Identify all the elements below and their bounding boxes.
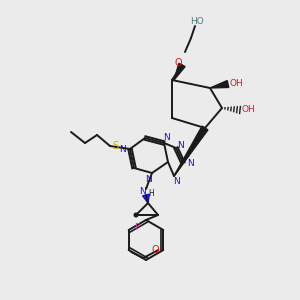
Polygon shape bbox=[210, 81, 229, 88]
Polygon shape bbox=[142, 194, 149, 203]
Text: O: O bbox=[174, 58, 182, 68]
Text: N: N bbox=[145, 175, 152, 184]
Text: N: N bbox=[172, 176, 179, 185]
Text: OH: OH bbox=[241, 106, 255, 115]
Text: N: N bbox=[163, 134, 170, 142]
Text: F: F bbox=[134, 224, 139, 232]
Text: HO: HO bbox=[190, 17, 204, 26]
Circle shape bbox=[134, 213, 138, 217]
Text: OH: OH bbox=[229, 79, 243, 88]
Text: O: O bbox=[152, 245, 159, 255]
Text: N: N bbox=[178, 142, 184, 151]
Polygon shape bbox=[174, 126, 208, 176]
Text: S: S bbox=[112, 141, 118, 151]
Text: N: N bbox=[187, 158, 194, 167]
Text: N: N bbox=[120, 145, 126, 154]
Text: N: N bbox=[140, 187, 146, 196]
Text: H: H bbox=[148, 188, 154, 197]
Polygon shape bbox=[174, 63, 185, 80]
